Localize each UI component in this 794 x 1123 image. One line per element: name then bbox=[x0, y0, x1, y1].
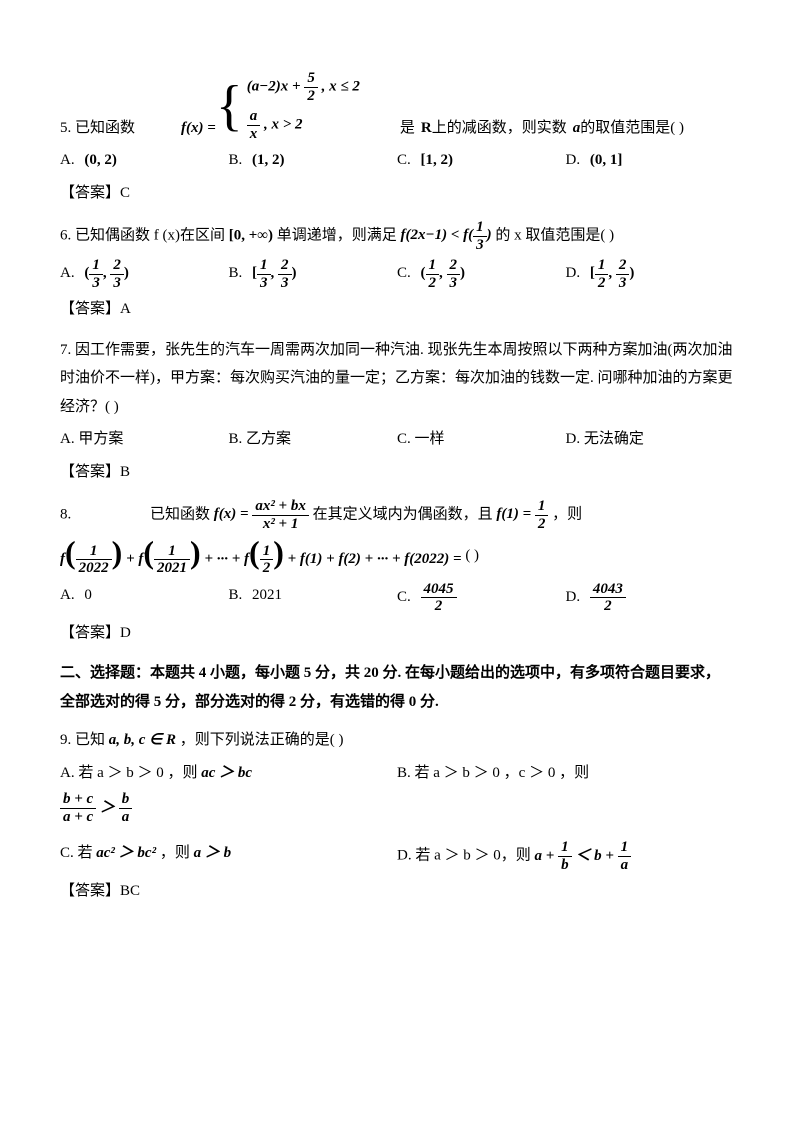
q6-interval: [0, +∞) bbox=[229, 227, 273, 243]
question-8: 8. 已知函数 f(x) = ax² + bxx² + 1 在其定义域内为偶函数… bbox=[60, 498, 734, 532]
q6-options: A. (13, 23) B. [13, 23) C. (12, 23) D. [… bbox=[60, 257, 734, 291]
q5-func-lhs: f(x) = bbox=[181, 114, 216, 143]
question-5: 5. 已知函数 f(x) = { (a−2)x + 52 , x ≤ 2 ax … bbox=[60, 70, 734, 142]
q9-optC-m1: ac² ＞ bc² bbox=[96, 845, 156, 861]
q7-optD: D. 无法确定 bbox=[566, 425, 735, 454]
q5-piece1-a: (a−2)x + bbox=[247, 78, 305, 94]
q8-optA: 0 bbox=[84, 587, 92, 603]
q5-piece1-cond: , x ≤ 2 bbox=[322, 78, 360, 94]
q9-suffix: ，则下列说法正确的是( ) bbox=[180, 732, 344, 748]
q7-options: A. 甲方案 B. 乙方案 C. 一样 D. 无法确定 bbox=[60, 425, 734, 454]
q8-mid2: ，则 bbox=[552, 506, 582, 522]
q9-optB-pre: B. 若 a ＞ b ＞ 0 ，c ＞ 0 ，则 bbox=[397, 765, 589, 781]
q8-blank: ( ) bbox=[465, 548, 479, 564]
q9-optC-m2: a ＞ b bbox=[194, 845, 232, 861]
q8-mid1: 在其定义域内为偶函数，且 bbox=[313, 506, 493, 522]
q8-optB: 2021 bbox=[252, 587, 282, 603]
q5-suffix2: 上的减函数，则实数 bbox=[432, 114, 567, 143]
q7-optA: A. 甲方案 bbox=[60, 425, 229, 454]
q7-answer: 【答案】B bbox=[60, 458, 734, 487]
q7-optB: B. 乙方案 bbox=[229, 425, 398, 454]
q9-optC-mid: ，则 bbox=[160, 845, 190, 861]
q9-optD-pre: D. 若 a ＞ b ＞ 0，则 bbox=[397, 848, 531, 864]
q9-options-cd: C. 若 ac² ＞ bc² ，则 a ＞ b D. 若 a ＞ b ＞ 0，则… bbox=[60, 839, 734, 873]
question-8-sum: f(12022) + f(12021) + ··· + f(12) + f(1)… bbox=[60, 536, 734, 577]
q6-mid: 单调递增，则满足 bbox=[277, 227, 397, 243]
q6-ineq-r: ) bbox=[487, 227, 492, 243]
q5-prefix: 5. 已知函数 bbox=[60, 114, 135, 143]
section-2-title: 二、选择题：本题共 4 小题，每小题 5 分，共 20 分. 在每小题给出的选项… bbox=[60, 659, 734, 716]
q9-answer: 【答案】BC bbox=[60, 877, 734, 906]
q7-optC: C. 一样 bbox=[397, 425, 566, 454]
q5-optC: [1, 2) bbox=[421, 152, 454, 168]
q9-prefix: 9. 已知 bbox=[60, 732, 105, 748]
q6-ineq-l: f(2x−1) < f( bbox=[401, 227, 474, 243]
q9-options-ab: A. 若 a ＞ b ＞ 0 ，则 ac ＞ bc B. 若 a ＞ b ＞ 0… bbox=[60, 759, 734, 788]
question-6: 6. 已知偶函数 f (x)在区间 [0, +∞) 单调递增，则满足 f(2x−… bbox=[60, 219, 734, 253]
q5-optB: (1, 2) bbox=[252, 152, 285, 168]
q5-optA: (0, 2) bbox=[84, 152, 117, 168]
q8-options: A. 0 B. 2021 C. 40452 D. 40432 bbox=[60, 581, 734, 615]
q5-a: a bbox=[573, 114, 581, 143]
q5-piece2-cond: , x > 2 bbox=[264, 116, 303, 132]
q9-optA-math: ac ＞ bc bbox=[201, 765, 252, 781]
q5-optD: (0, 1] bbox=[590, 152, 623, 168]
q9-abc: a, b, c ∈ R bbox=[109, 732, 176, 748]
q6-prefix: 6. 已知偶函数 f (x)在区间 bbox=[60, 227, 225, 243]
question-9: 9. 已知 a, b, c ∈ R ，则下列说法正确的是( ) bbox=[60, 726, 734, 755]
q9-optA-pre: A. 若 a ＞ b ＞ 0 ，则 bbox=[60, 765, 198, 781]
question-7: 7. 因工作需要，张先生的汽车一周需两次加同一种汽油. 现张先生本周按照以下两种… bbox=[60, 336, 734, 422]
q5-answer: 【答案】C bbox=[60, 179, 734, 208]
q5-R: R bbox=[421, 114, 432, 143]
q6-suffix: 的 x 取值范围是( ) bbox=[495, 227, 614, 243]
q5-suffix1: 是 bbox=[400, 114, 415, 143]
q9-optB-math: b + ca + c ＞ ba bbox=[60, 791, 734, 825]
q5-piecewise: { (a−2)x + 52 , x ≤ 2 ax , x > 2 bbox=[216, 70, 360, 142]
q5-suffix3: 的取值范围是( ) bbox=[580, 114, 684, 143]
q5-options: A. (0, 2) B. (1, 2) C. [1, 2) D. (0, 1] bbox=[60, 146, 734, 175]
q6-answer: 【答案】A bbox=[60, 295, 734, 324]
q8-answer: 【答案】D bbox=[60, 619, 734, 648]
q9-optC-pre: C. 若 bbox=[60, 845, 93, 861]
q8-prefix: 8. 已知函数 bbox=[60, 506, 210, 522]
